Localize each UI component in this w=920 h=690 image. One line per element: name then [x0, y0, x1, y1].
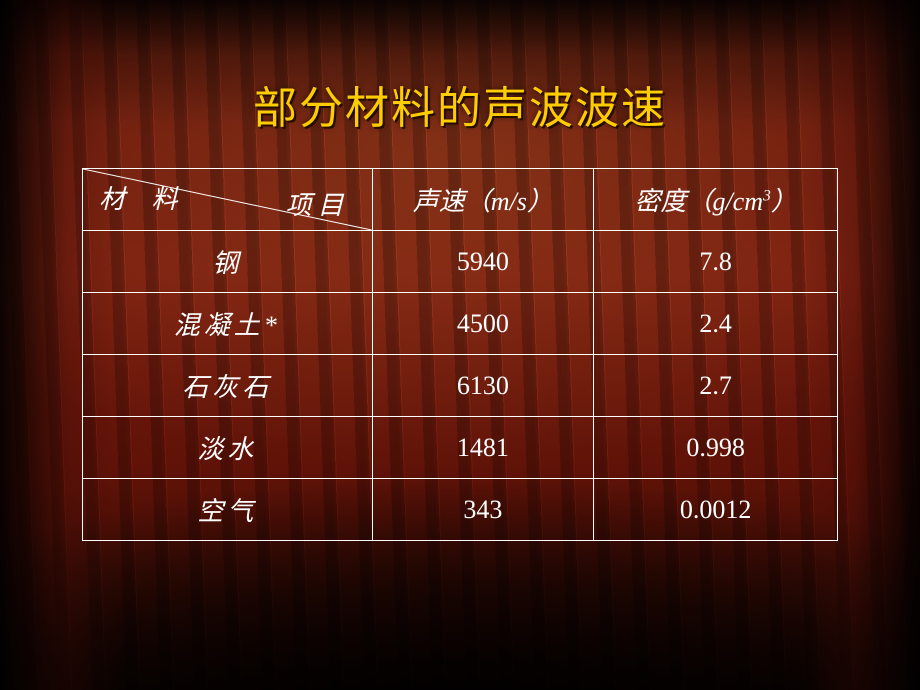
table-header-row: 材 料 项目 声速（m/s） 密度（g/cm3） [83, 169, 838, 231]
cell-material: 石灰石 [83, 355, 373, 417]
header-diag-cell: 材 料 项目 [83, 169, 373, 231]
cell-density: 0.998 [594, 417, 838, 479]
cell-material: 混凝土* [83, 293, 373, 355]
slide-title: 部分材料的声波波速 [0, 72, 920, 136]
header-speed-prefix: 声速（ [413, 187, 491, 216]
cell-material: 空气 [83, 479, 373, 541]
cell-speed: 4500 [372, 293, 594, 355]
header-speed: 声速（m/s） [372, 169, 594, 231]
cell-speed: 1481 [372, 417, 594, 479]
table-row: 空气 343 0.0012 [83, 479, 838, 541]
header-density: 密度（g/cm3） [594, 169, 838, 231]
cell-speed: 6130 [372, 355, 594, 417]
header-density-suffix: ） [771, 187, 797, 216]
cell-speed: 5940 [372, 231, 594, 293]
cell-material: 淡水 [83, 417, 373, 479]
header-density-unit-base: g/cm [712, 187, 763, 216]
table-row: 淡水 1481 0.998 [83, 417, 838, 479]
header-density-unit-sup: 3 [763, 187, 771, 204]
header-speed-suffix: ） [527, 187, 553, 216]
header-density-prefix: 密度（ [634, 187, 712, 216]
diag-label-item: 项目 [285, 185, 349, 222]
header-speed-unit: m/s [491, 187, 527, 216]
cell-density: 2.4 [594, 293, 838, 355]
table-row: 钢 5940 7.8 [83, 231, 838, 293]
cell-material: 钢 [83, 231, 373, 293]
table-row: 石灰石 6130 2.7 [83, 355, 838, 417]
table-row: 混凝土* 4500 2.4 [83, 293, 838, 355]
cell-speed: 343 [372, 479, 594, 541]
cell-density: 0.0012 [594, 479, 838, 541]
materials-table: 材 料 项目 声速（m/s） 密度（g/cm3） 钢 5940 7.8 混凝土*… [82, 168, 838, 541]
cell-density: 7.8 [594, 231, 838, 293]
cell-density: 2.7 [594, 355, 838, 417]
diag-label-material: 材 料 [99, 179, 188, 216]
